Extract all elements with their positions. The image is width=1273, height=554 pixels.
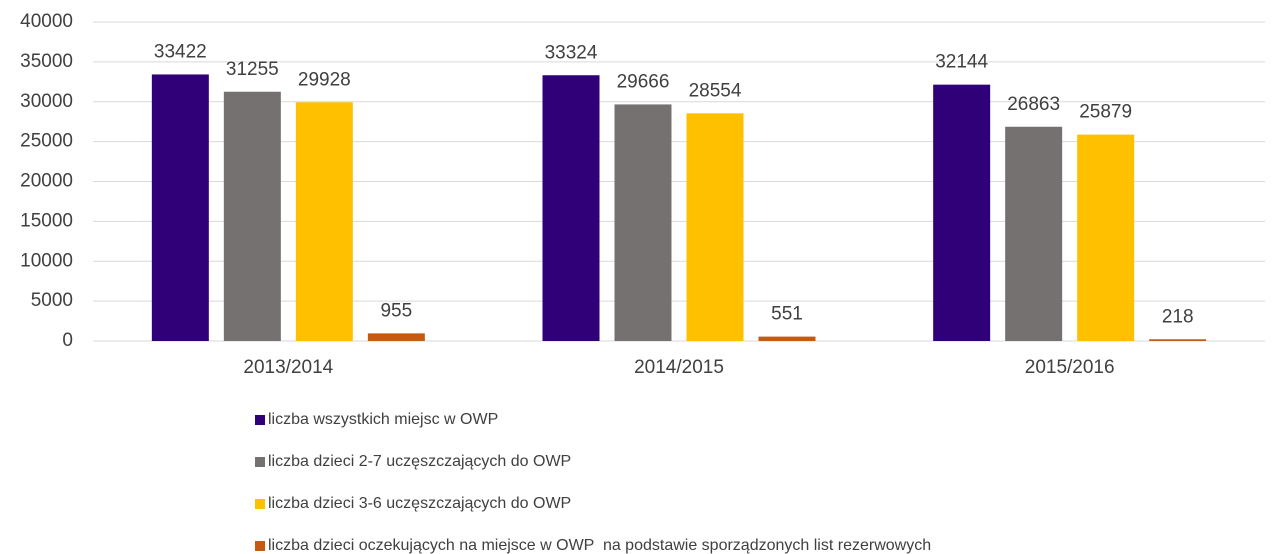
bar xyxy=(295,102,353,341)
y-tick-label: 10000 xyxy=(20,250,73,271)
x-tick-label: 2013/2014 xyxy=(243,357,333,378)
data-label: 31255 xyxy=(226,59,279,80)
data-label: 29666 xyxy=(617,71,670,92)
y-tick-label: 30000 xyxy=(20,91,73,112)
data-label: 218 xyxy=(1162,306,1194,327)
data-label: 25879 xyxy=(1079,102,1132,123)
y-tick-label: 20000 xyxy=(20,171,73,192)
bar xyxy=(1077,134,1135,341)
bar xyxy=(151,74,209,342)
data-label: 33324 xyxy=(545,42,598,63)
y-tick-label: 25000 xyxy=(20,131,73,152)
data-label: 29928 xyxy=(298,69,351,90)
x-tick-label: 2015/2016 xyxy=(1025,357,1115,378)
x-tick-label: 2014/2015 xyxy=(634,357,724,378)
legend-swatch xyxy=(255,499,265,509)
bar xyxy=(933,84,991,341)
y-tick-label: 5000 xyxy=(31,290,73,311)
legend-swatch xyxy=(255,457,265,467)
legend-swatch xyxy=(255,541,265,551)
bar xyxy=(542,75,600,342)
data-label: 551 xyxy=(771,304,803,325)
legend-label: liczba dzieci oczekujących na miejsce w … xyxy=(268,537,931,554)
y-tick-label: 40000 xyxy=(20,11,73,32)
bar xyxy=(223,91,281,342)
data-label: 26863 xyxy=(1007,94,1060,115)
bar xyxy=(1149,339,1207,341)
bar xyxy=(758,336,816,341)
data-label: 33422 xyxy=(154,41,207,62)
legend-swatch xyxy=(255,415,265,425)
y-tick-label: 15000 xyxy=(20,210,73,231)
legend-label: liczba wszystkich miejsc w OWP xyxy=(268,411,498,428)
data-label: 32144 xyxy=(935,52,988,73)
legend-label: liczba dzieci 3-6 uczęszczających do OWP xyxy=(268,495,571,512)
bar xyxy=(1005,126,1063,341)
y-tick-label: 0 xyxy=(62,330,73,351)
y-tick-label: 35000 xyxy=(20,51,73,72)
legend-label: liczba dzieci 2-7 uczęszczających do OWP xyxy=(268,453,571,470)
data-label: 955 xyxy=(380,300,412,321)
bar xyxy=(367,333,425,341)
bar xyxy=(686,113,744,341)
data-label: 28554 xyxy=(689,80,742,101)
bar xyxy=(614,104,672,341)
